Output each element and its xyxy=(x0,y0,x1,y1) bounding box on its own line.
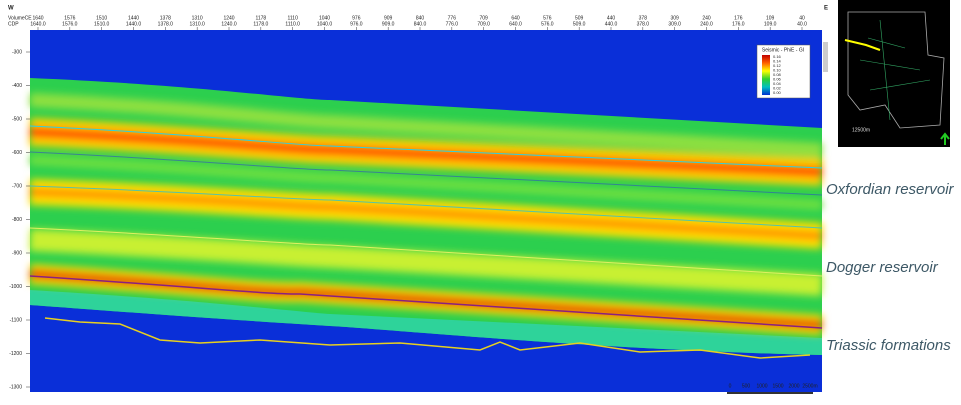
legend-value: 0.00 xyxy=(773,90,782,95)
trace-label: 840.0 xyxy=(414,21,427,27)
trace-label: 1510.0 xyxy=(94,21,110,27)
legend-value: 0.10 xyxy=(773,68,782,73)
trace-label: 840 xyxy=(416,15,425,21)
trace-label: 109 xyxy=(766,15,775,21)
trace-label: 776 xyxy=(448,15,457,21)
trace-label: 1110.0 xyxy=(285,21,300,27)
legend-value: 0.08 xyxy=(773,72,782,77)
legend-value: 0.04 xyxy=(773,81,782,86)
trace-label: 576.0 xyxy=(541,21,554,27)
trace-label: 240.0 xyxy=(700,21,713,27)
west-label: W xyxy=(8,6,14,12)
trace-label: 240 xyxy=(702,15,711,21)
trace-label: 976 xyxy=(352,15,361,21)
trace-label: 40 xyxy=(799,15,805,21)
trace-label: 976.0 xyxy=(350,21,363,27)
trace-label: 909.0 xyxy=(382,21,395,27)
legend-value: 0.14 xyxy=(773,59,782,64)
row-label: CDP xyxy=(8,21,19,27)
trace-label: 576 xyxy=(543,15,552,21)
legend-value: 0.02 xyxy=(773,86,782,91)
depth-label: -1300 xyxy=(9,384,22,390)
depth-label: -500 xyxy=(12,116,22,122)
trace-label: 1576.0 xyxy=(62,21,78,27)
legend-value: 0.06 xyxy=(773,77,782,82)
trace-label: 1378 xyxy=(160,15,171,21)
trace-label: 709 xyxy=(479,15,488,21)
trace-label: 1310 xyxy=(192,15,203,21)
minimap-bg xyxy=(838,0,950,147)
annotation: Triassic formations xyxy=(826,337,951,354)
trace-label: 1310.0 xyxy=(190,21,206,27)
seismic-section xyxy=(29,30,828,392)
trace-label: 109.0 xyxy=(764,21,777,27)
trace-label: 309.0 xyxy=(668,21,681,27)
legend-title: Seismic - PhiE - GI xyxy=(762,47,804,53)
row-label: VolumeCE xyxy=(8,15,32,21)
legend-value: 0.12 xyxy=(773,63,782,68)
depth-label: -1100 xyxy=(10,317,23,323)
horizons xyxy=(29,125,823,359)
depth-label: -400 xyxy=(12,83,22,89)
scale-label: 2000 xyxy=(788,383,799,389)
trace-label: 1110 xyxy=(287,15,298,21)
depth-label: -800 xyxy=(12,217,22,223)
trace-label: 1240 xyxy=(223,15,234,21)
trace-label: 1576 xyxy=(64,15,75,21)
depth-label: -1000 xyxy=(9,284,22,290)
trace-label: 378.0 xyxy=(637,21,650,27)
east-label: E xyxy=(824,6,828,12)
depth-label: -300 xyxy=(12,49,22,55)
depth-label: -900 xyxy=(12,250,22,256)
legend-value: 0.16 xyxy=(773,54,782,59)
trace-label: 440.0 xyxy=(605,21,618,27)
minimap-scale: 12500m xyxy=(852,127,870,133)
scale-label: 0 xyxy=(729,383,732,389)
trace-label: 1240.0 xyxy=(221,21,237,27)
annotation: Dogger reservoir xyxy=(826,259,939,276)
trace-label: 509.0 xyxy=(573,21,586,27)
scale-label: 1500 xyxy=(772,383,783,389)
trace-label: 378 xyxy=(639,15,648,21)
colorbar xyxy=(762,55,770,95)
trace-label: 1640.0 xyxy=(30,21,46,27)
trace-label: 509 xyxy=(575,15,584,21)
scale-label: 1000 xyxy=(756,383,767,389)
trace-label: 776.0 xyxy=(446,21,459,27)
lower-zone xyxy=(30,290,822,355)
legend: Seismic - PhiE - GI xyxy=(756,44,811,99)
trace-label: 176.0 xyxy=(732,21,745,27)
trace-label: 1378.0 xyxy=(158,21,174,27)
trace-label: 1440 xyxy=(128,15,139,21)
trace-label: 1440.0 xyxy=(126,21,142,27)
trace-label: 1640 xyxy=(32,15,43,21)
depth-label: -600 xyxy=(12,150,22,156)
trace-label: 709.0 xyxy=(477,21,490,27)
trace-label: 909 xyxy=(384,15,393,21)
trace-label: 309 xyxy=(670,15,679,21)
trace-label: 176 xyxy=(734,15,743,21)
amplitude-bands xyxy=(29,93,823,335)
trace-label: 640 xyxy=(511,15,520,21)
trace-label: 1510 xyxy=(96,15,107,21)
trace-label: 1040 xyxy=(319,15,330,21)
trace-label: 1040.0 xyxy=(317,21,333,27)
scale-bar xyxy=(727,392,813,394)
trace-label: 1178 xyxy=(255,15,266,21)
minimap: 12500m xyxy=(838,0,950,147)
depth-label: -700 xyxy=(12,183,22,189)
scale-label: 2500m xyxy=(802,383,817,389)
trace-label: 40.0 xyxy=(797,21,807,27)
trace-label: 1178.0 xyxy=(253,21,268,27)
scale-label: 500 xyxy=(742,383,751,389)
scrollbar[interactable] xyxy=(823,42,828,72)
annotation: Oxfordian reservoir xyxy=(826,181,955,198)
trace-label: 440 xyxy=(607,15,616,21)
trace-label: 640.0 xyxy=(509,21,522,27)
depth-label: -1200 xyxy=(9,351,22,357)
